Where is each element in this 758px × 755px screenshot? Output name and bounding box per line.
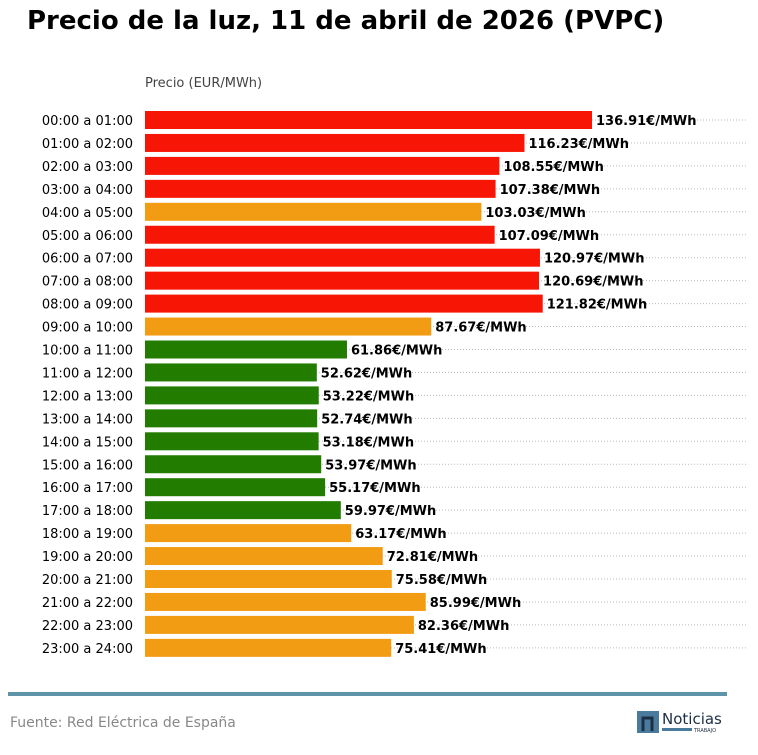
- category-label: 22:00 a 23:00: [42, 619, 133, 634]
- category-label: 14:00 a 15:00: [42, 435, 133, 450]
- data-label: 107.38€/MWh: [500, 183, 600, 198]
- bar-chart: Precio (EUR/MWh) 00:00 a 01:00 136.91€/MWh…: [42, 76, 748, 657]
- bar: [145, 202, 482, 221]
- bar: [145, 111, 592, 129]
- bar: [145, 524, 352, 543]
- category-label: 09:00 a 10:00: [42, 321, 133, 336]
- bar: [145, 340, 347, 359]
- data-label: 120.69€/MWh: [543, 275, 644, 290]
- bar: [145, 615, 414, 634]
- bar: [145, 317, 432, 336]
- category-label: 02:00 a 03:00: [42, 160, 133, 175]
- data-label: 87.67€/MWh: [435, 321, 526, 336]
- category-label: 19:00 a 20:00: [42, 550, 133, 565]
- category-label: 00:00 a 01:00: [42, 114, 133, 129]
- bar: [145, 294, 543, 313]
- bar: [145, 455, 322, 474]
- bar: [145, 409, 318, 428]
- bar: [145, 271, 540, 290]
- data-label: 82.36€/MWh: [418, 619, 509, 634]
- category-label: 23:00 a 24:00: [42, 642, 133, 657]
- data-label: 75.58€/MWh: [396, 573, 487, 588]
- svg-text:TRABAJO: TRABAJO: [693, 728, 716, 734]
- bar: [145, 638, 392, 657]
- bar: [145, 225, 495, 244]
- bar: [145, 501, 341, 520]
- data-label: 136.91€/MWh: [596, 114, 697, 129]
- category-label: 21:00 a 22:00: [42, 596, 133, 611]
- data-label: 52.74€/MWh: [321, 412, 412, 427]
- data-label: 72.81€/MWh: [387, 550, 478, 565]
- footer-divider: [8, 692, 727, 696]
- bar: [145, 363, 317, 382]
- source-note: Fuente: Red Eléctrica de España: [10, 715, 236, 731]
- bar: [145, 547, 383, 566]
- data-label: 108.55€/MWh: [503, 160, 604, 175]
- category-label: 20:00 a 21:00: [42, 573, 133, 588]
- data-label: 75.41€/MWh: [395, 642, 486, 657]
- chart-title: Precio de la luz, 11 de abril de 2026 (P…: [27, 6, 665, 36]
- data-label: 55.17€/MWh: [329, 481, 420, 496]
- category-label: 04:00 a 05:00: [42, 206, 133, 221]
- bar: [145, 386, 319, 405]
- data-label: 63.17€/MWh: [355, 527, 446, 542]
- category-label: 07:00 a 08:00: [42, 275, 133, 290]
- category-label: 10:00 a 11:00: [42, 344, 133, 359]
- bar: [145, 248, 540, 267]
- bar: [145, 432, 319, 451]
- data-label: 53.97€/MWh: [325, 458, 416, 473]
- category-label: 17:00 a 18:00: [42, 504, 133, 519]
- data-label: 53.18€/MWh: [323, 435, 414, 450]
- category-label: 13:00 a 14:00: [42, 412, 133, 427]
- data-label: 61.86€/MWh: [351, 344, 442, 359]
- category-label: 11:00 a 12:00: [42, 366, 133, 381]
- category-label: 15:00 a 16:00: [42, 458, 133, 473]
- data-label: 85.99€/MWh: [430, 596, 521, 611]
- category-label: 01:00 a 02:00: [42, 137, 133, 152]
- category-label: 12:00 a 13:00: [42, 389, 133, 404]
- bar: [145, 133, 525, 152]
- data-label: 121.82€/MWh: [547, 298, 648, 313]
- bar: [145, 156, 500, 175]
- data-label: 103.03€/MWh: [485, 206, 585, 221]
- noticias-trabajo-logo: Noticias TRABAJO: [637, 710, 722, 734]
- bar: [145, 179, 496, 198]
- category-label: 06:00 a 07:00: [42, 252, 133, 267]
- category-label: 16:00 a 17:00: [42, 481, 133, 496]
- category-label: 03:00 a 04:00: [42, 183, 133, 198]
- data-label: 120.97€/MWh: [544, 252, 645, 267]
- x-axis-label: Precio (EUR/MWh): [145, 76, 262, 91]
- data-label: 107.09€/MWh: [499, 229, 600, 244]
- category-label: 05:00 a 06:00: [42, 229, 133, 244]
- data-label: 59.97€/MWh: [345, 504, 436, 519]
- bar: [145, 570, 392, 588]
- svg-text:Noticias: Noticias: [662, 710, 722, 728]
- category-label: 18:00 a 19:00: [42, 527, 133, 542]
- bar: [145, 592, 426, 611]
- data-label: 116.23€/MWh: [528, 137, 629, 152]
- data-label: 53.22€/MWh: [323, 389, 414, 404]
- data-label: 52.62€/MWh: [321, 366, 412, 381]
- category-label: 08:00 a 09:00: [42, 298, 133, 313]
- bar: [145, 478, 326, 497]
